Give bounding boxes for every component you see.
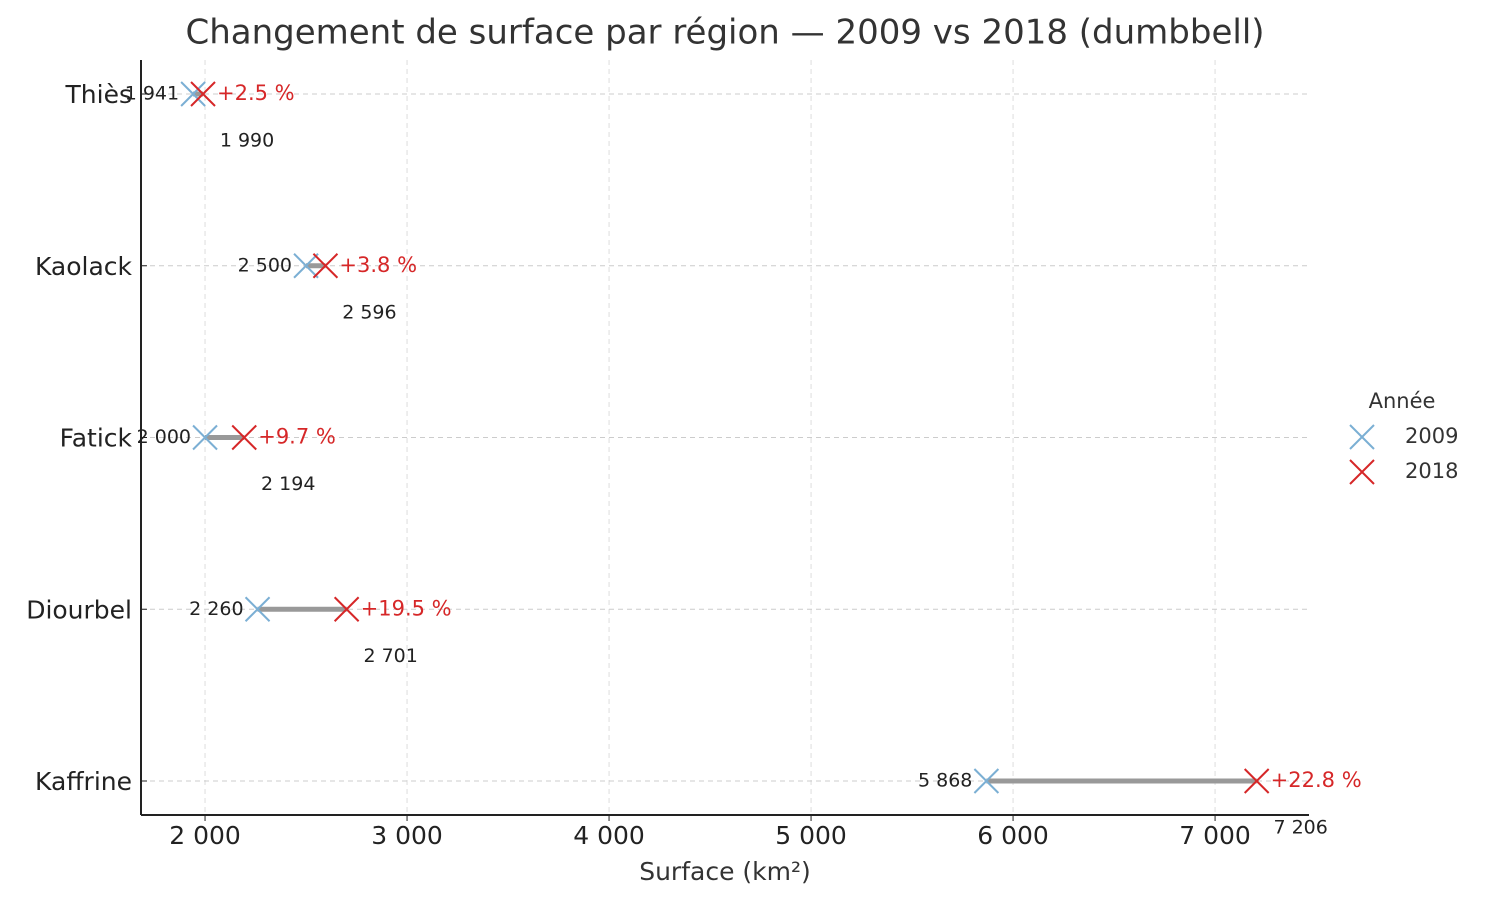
y-tick-label: Thiès	[65, 80, 132, 109]
x-tick-label: 7 000	[1179, 821, 1251, 850]
marker-2018	[1243, 768, 1270, 794]
y-tick-label: Diourbel	[26, 595, 132, 624]
x-tick-label: 3 000	[371, 821, 443, 850]
marker-2009	[244, 596, 271, 622]
x-axis-label: Surface (km²)	[639, 857, 811, 886]
value-label: 7 206	[1273, 817, 1327, 839]
y-tick-label: Fatick	[60, 424, 133, 453]
x-tick-label: 2 000	[169, 821, 241, 850]
marker-2009	[192, 424, 218, 451]
marker-2009	[973, 768, 1000, 794]
change-label: +2.5 %	[217, 81, 295, 105]
change-label: +19.5 %	[361, 596, 452, 620]
value-label: 2 194	[261, 473, 315, 495]
marker-2018	[231, 424, 257, 451]
legend-label: 2018	[1405, 459, 1458, 483]
x-tick-label: 5 000	[775, 821, 847, 850]
legend-title: Année	[1369, 389, 1436, 413]
value-label: 2 260	[189, 598, 243, 620]
marker-2018	[333, 596, 360, 622]
legend-marker	[1349, 424, 1375, 450]
value-label: 2 500	[238, 254, 292, 276]
change-label: +9.7 %	[258, 425, 336, 449]
value-label: 2 701	[363, 645, 417, 667]
y-tick-label: Kaffrine	[35, 767, 132, 796]
change-label: +3.8 %	[339, 253, 417, 277]
y-tick-label: Kaolack	[35, 252, 133, 281]
x-tick-label: 4 000	[573, 821, 645, 850]
value-label: 5 868	[918, 770, 972, 792]
legend-label: 2009	[1405, 424, 1458, 448]
value-label: 1 990	[220, 130, 274, 152]
x-tick-label: 6 000	[977, 821, 1049, 850]
value-label: 1 941	[125, 83, 179, 105]
chart-title: Changement de surface par région — 2009 …	[185, 13, 1264, 53]
legend-marker	[1349, 459, 1375, 485]
marker-2018	[190, 81, 216, 107]
value-label: 2 596	[342, 301, 396, 323]
marker-2018	[312, 253, 339, 279]
marker-2009	[293, 253, 319, 279]
value-label: 2 000	[137, 426, 191, 448]
change-label: +22.8 %	[1271, 768, 1362, 792]
marker-2009	[180, 81, 206, 107]
